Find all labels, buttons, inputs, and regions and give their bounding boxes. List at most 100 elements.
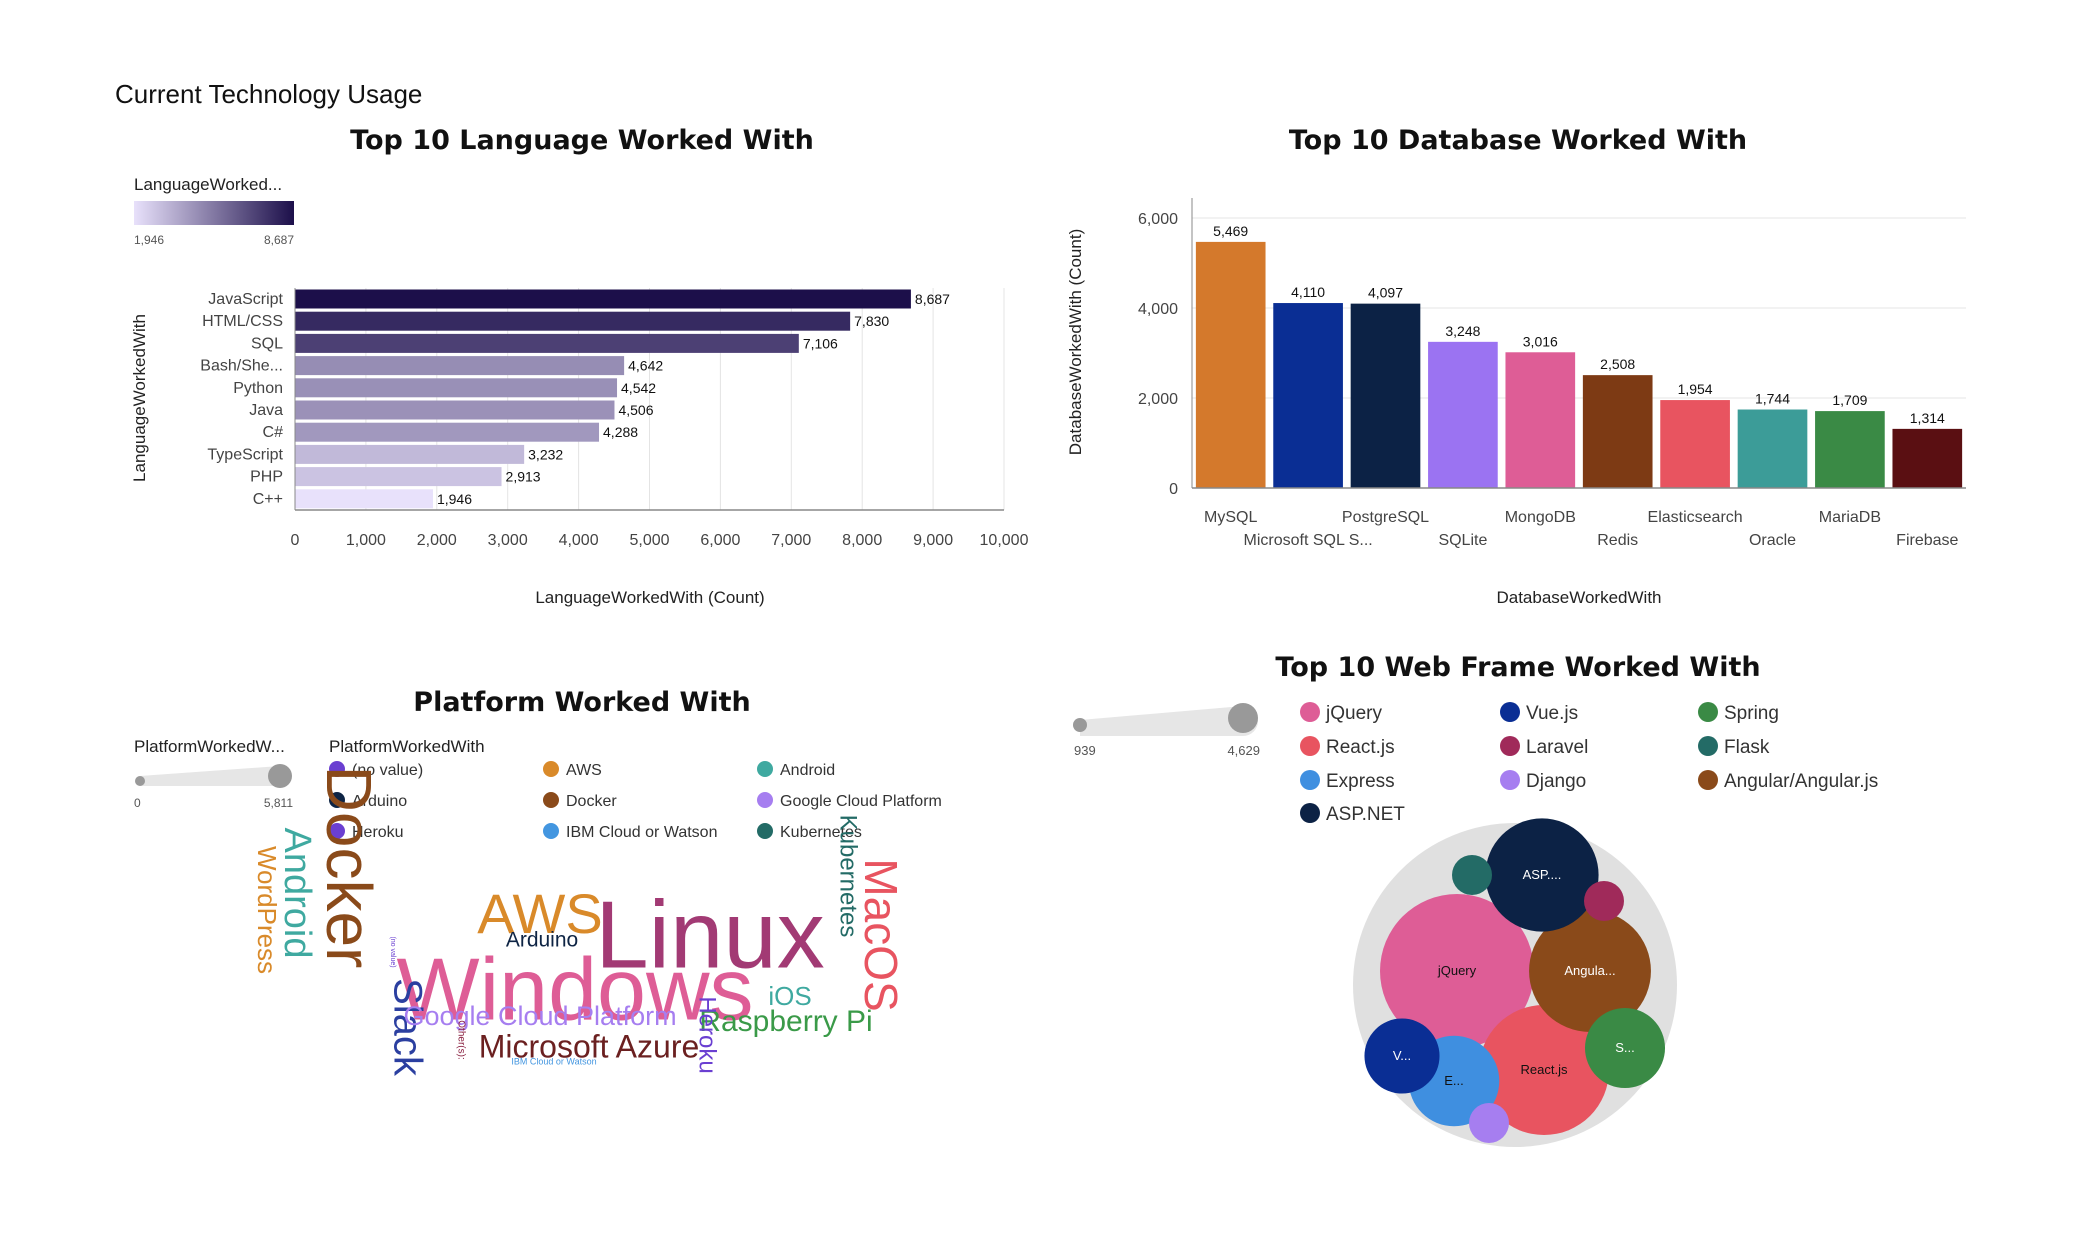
webframe-bubble [1364, 1018, 1440, 1094]
database-value-label: 4,110 [1291, 284, 1325, 300]
platform-legend-label: (no value) [352, 762, 423, 779]
database-y-tick: 6,000 [1138, 211, 1178, 228]
language-x-tick: 3,000 [488, 532, 528, 549]
webframe-legend-swatch [1300, 702, 1320, 722]
language-legend-title: LanguageWorked... [134, 175, 282, 194]
language-bar [295, 378, 618, 398]
language-category-label: Python [233, 380, 283, 397]
language-legend-gradient [134, 201, 294, 225]
platform-legend-label: Heroku [352, 824, 404, 841]
platform-word: Raspberry Pi [699, 1005, 872, 1038]
database-x-axis-label: DatabaseWorkedWith [1496, 588, 1661, 607]
platform-word: Heroku [694, 996, 721, 1073]
platform-word: Linux [595, 881, 825, 988]
database-y-tick: 0 [1169, 481, 1178, 498]
webframe-size-legend-min-dot [1073, 718, 1087, 732]
language-x-tick: 4,000 [559, 532, 599, 549]
database-category-label: Oracle [1749, 532, 1796, 549]
webframe-bubble-label: jQuery [1437, 963, 1477, 978]
platform-size-legend-wedge [140, 766, 290, 786]
database-category-label: Microsoft SQL S... [1243, 532, 1372, 549]
webframe-legend-label: Spring [1724, 703, 1779, 724]
language-category-label: C# [263, 424, 284, 441]
database-value-label: 5,469 [1213, 223, 1248, 239]
platform-word: Arduino [506, 929, 578, 952]
webframe-legend-label: Express [1326, 771, 1395, 792]
webframe-legend-swatch [1500, 736, 1520, 756]
language-chart-panel: Top 10 Language Worked With LanguageWork… [130, 125, 1029, 607]
platform-legend-swatch [543, 823, 559, 839]
platform-word: IBM Cloud or Watson [511, 1056, 596, 1066]
language-category-label: PHP [250, 469, 283, 486]
platform-word: MacOS [855, 858, 907, 1011]
webframe-bubble [1485, 818, 1599, 932]
platform-color-legend-title: PlatformWorkedWith [329, 737, 485, 756]
language-value-label: 4,288 [603, 424, 638, 440]
platform-legend-label: IBM Cloud or Watson [566, 824, 717, 841]
database-bar [1428, 341, 1498, 488]
language-value-label: 7,830 [854, 313, 889, 329]
language-bar [295, 289, 911, 309]
webframe-size-legend-max: 4,629 [1227, 743, 1260, 758]
language-legend-min: 1,946 [134, 233, 164, 247]
platform-word: (no value) [389, 936, 396, 967]
database-chart-title: Top 10 Database Worked With [1289, 125, 1747, 156]
platform-word: Kubernetes [835, 815, 862, 938]
webframe-legend-label: React.js [1326, 737, 1395, 758]
database-bar [1815, 411, 1885, 488]
platform-word: iOS [768, 981, 811, 1011]
database-category-label: MongoDB [1505, 509, 1576, 526]
platform-legend-swatch [329, 823, 345, 839]
database-category-label: Elasticsearch [1648, 509, 1743, 526]
platform-chart-panel: Platform Worked With PlatformWorkedW... … [134, 687, 942, 1077]
webframe-chart-panel: Top 10 Web Frame Worked With 939 4,629 j… [1073, 652, 1878, 1147]
language-x-tick: 0 [291, 532, 300, 549]
language-x-tick: 6,000 [700, 532, 740, 549]
platform-word: Other(s): [455, 1020, 466, 1059]
language-category-label: C++ [253, 491, 283, 508]
language-value-label: 7,106 [803, 335, 838, 351]
webframe-legend-swatch [1300, 803, 1320, 823]
platform-size-legend-max: 5,811 [264, 796, 293, 810]
webframe-legend-swatch [1300, 770, 1320, 790]
webframe-legend-label: jQuery [1325, 703, 1382, 724]
webframe-size-legend-wedge [1080, 706, 1258, 736]
webframe-size-legend-min: 939 [1074, 743, 1096, 758]
platform-size-legend-max-dot [268, 764, 292, 788]
webframe-legend-label: ASP.NET [1326, 804, 1405, 825]
platform-legend-swatch [543, 761, 559, 777]
webframe-bubble-label: ASP.... [1523, 867, 1562, 882]
language-category-label: SQL [251, 335, 283, 352]
webframe-chart-title: Top 10 Web Frame Worked With [1275, 652, 1760, 683]
webframe-bubble-label: React.js [1521, 1062, 1568, 1077]
database-bar [1582, 375, 1653, 488]
platform-word: Microsoft Azure [479, 1028, 700, 1064]
database-bar [1350, 303, 1421, 488]
language-bar [295, 356, 625, 376]
database-value-label: 4,097 [1368, 285, 1403, 301]
language-x-tick: 9,000 [913, 532, 953, 549]
platform-legend-label: Arduino [352, 793, 407, 810]
webframe-bubble-label: V... [1393, 1048, 1411, 1063]
language-bar [295, 467, 502, 487]
language-x-tick: 5,000 [629, 532, 669, 549]
webframe-bubble-label: Angula... [1564, 963, 1615, 978]
webframe-bubble [1529, 910, 1651, 1032]
webframe-bubble [1478, 1004, 1610, 1136]
database-value-label: 3,248 [1445, 323, 1480, 339]
webframe-legend-label: Angular/Angular.js [1724, 771, 1878, 792]
database-category-label: Redis [1597, 532, 1638, 549]
database-bar [1737, 409, 1808, 488]
language-x-tick: 10,000 [980, 532, 1029, 549]
language-value-label: 4,642 [628, 358, 663, 374]
language-legend-max: 8,687 [264, 233, 294, 247]
platform-legend-label: Docker [566, 793, 617, 810]
language-bar [295, 311, 851, 331]
language-bar [295, 333, 799, 353]
platform-size-legend-min: 0 [134, 796, 141, 810]
database-y-axis-label: DatabaseWorkedWith (Count) [1066, 229, 1085, 455]
language-bar [295, 444, 525, 464]
webframe-legend-label: Flask [1724, 737, 1770, 758]
database-bar [1660, 400, 1730, 488]
language-value-label: 1,946 [437, 491, 472, 507]
